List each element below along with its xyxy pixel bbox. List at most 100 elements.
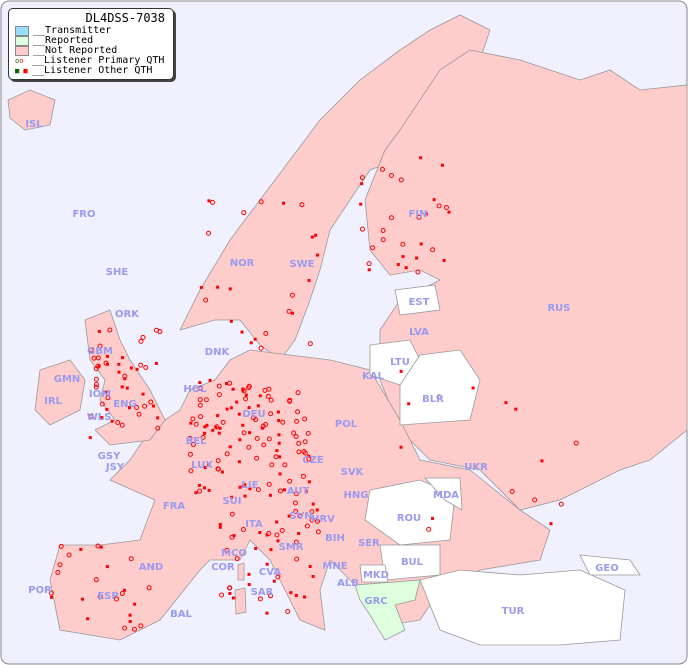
listener-primary-marker <box>268 397 274 403</box>
country-label-gsy: GSY <box>98 451 121 462</box>
listener-other-marker <box>211 428 215 432</box>
listener-other-marker <box>419 242 423 246</box>
listener-other-marker <box>308 565 312 568</box>
legend-other-qth: ■ ■ __Listener Other QTH <box>15 65 153 76</box>
listener-primary-marker <box>379 166 385 172</box>
country-label-cor: COR <box>211 562 235 573</box>
country-label-rus: RUS <box>547 303 570 314</box>
listener-other-marker <box>238 438 242 442</box>
listener-primary-marker <box>134 404 140 410</box>
listener-other-marker <box>224 382 228 386</box>
listener-primary-marker <box>287 398 293 404</box>
listener-other-marker <box>151 404 155 408</box>
listener-other-marker <box>282 488 286 492</box>
listener-primary-marker <box>203 397 209 403</box>
listener-primary-marker <box>146 585 152 591</box>
listener-primary-marker <box>269 462 275 468</box>
listener-primary-marker <box>97 594 103 600</box>
listener-primary-marker <box>119 422 125 428</box>
listener-other-marker <box>99 545 103 549</box>
listener-other-marker <box>229 319 233 323</box>
listener-other-marker <box>247 406 251 410</box>
country-label-grc: GRC <box>364 596 387 607</box>
country-blr <box>399 349 481 426</box>
listener-primary-marker <box>66 552 72 558</box>
listener-other-marker <box>540 459 544 463</box>
country-label-smr: SMR <box>279 542 304 553</box>
legend-primary-qth: oo __Listener Primary QTH <box>15 55 165 66</box>
land-sardinia <box>234 587 247 615</box>
listener-primary-marker <box>258 345 264 351</box>
listener-primary-marker <box>436 394 442 400</box>
listener-primary-marker <box>314 518 320 524</box>
listener-other-marker <box>105 565 109 569</box>
listener-primary-marker <box>193 421 199 427</box>
listener-other-marker <box>237 460 241 464</box>
listener-other-marker <box>105 407 109 411</box>
listener-primary-marker <box>297 513 303 519</box>
listener-primary-marker <box>265 393 271 399</box>
country-label-ork: ORK <box>115 309 140 320</box>
legend-reported: __Reported <box>9 36 173 46</box>
listener-primary-marker <box>309 509 315 515</box>
listener-other-marker <box>549 522 553 526</box>
listener-primary-marker <box>155 425 161 431</box>
country-label-kal: KAL <box>362 371 384 382</box>
listener-primary-marker <box>188 468 194 474</box>
listener-other-marker <box>241 423 245 427</box>
listener-other-marker <box>287 514 291 518</box>
listener-other-marker <box>194 491 198 495</box>
listener-primary-marker <box>388 215 394 221</box>
listener-other-marker <box>207 488 211 492</box>
listener-other-marker <box>275 520 279 524</box>
country-label-ser: SER <box>358 538 380 549</box>
land-ireland <box>34 359 86 426</box>
listener-other-marker <box>277 441 281 445</box>
listener-other-marker <box>128 613 132 617</box>
listener-primary-marker <box>224 451 230 457</box>
country-label-wls: WLS <box>87 412 112 423</box>
listener-primary-marker <box>282 462 288 468</box>
listener-primary-marker <box>143 365 149 371</box>
listener-primary-marker <box>301 448 307 454</box>
listener-primary-marker <box>229 511 235 517</box>
listener-other-marker <box>203 465 207 469</box>
listener-primary-marker <box>197 385 203 391</box>
country-label-pol: POL <box>335 419 358 430</box>
country-label-rou: ROU <box>397 513 421 524</box>
listener-primary-marker <box>113 596 119 602</box>
listener-primary-marker <box>293 539 299 545</box>
listener-other-marker <box>100 416 104 420</box>
listener-primary-marker <box>93 381 99 387</box>
listener-primary-marker <box>122 625 128 631</box>
listener-primary-marker <box>216 392 222 398</box>
listener-primary-marker <box>266 436 272 442</box>
listener-primary-marker <box>107 327 113 333</box>
listener-other-marker <box>104 390 108 394</box>
listener-primary-marker <box>128 556 134 562</box>
listener-other-marker <box>218 426 222 430</box>
listener-other-marker <box>117 362 121 366</box>
listener-other-marker <box>97 364 101 368</box>
listener-primary-marker <box>305 430 311 436</box>
listener-primary-marker <box>307 341 313 347</box>
listener-other-marker <box>105 362 109 366</box>
listener-primary-marker <box>254 455 260 461</box>
listener-primary-marker <box>203 297 209 303</box>
listener-other-marker <box>110 419 114 423</box>
listener-other-marker <box>401 255 405 259</box>
country-label-mda: MDA <box>433 490 459 501</box>
listener-other-marker <box>235 400 239 404</box>
country-label-dnk: DNK <box>205 347 231 358</box>
listener-primary-marker <box>263 421 269 427</box>
listener-primary-marker <box>293 508 299 514</box>
listener-other-marker <box>97 329 101 333</box>
listener-other-marker <box>133 602 137 606</box>
country-label-gbm: GBM <box>87 346 113 357</box>
country-label-mne: MNE <box>322 561 347 572</box>
country-label-hol: HOL <box>183 384 207 395</box>
listener-primary-marker <box>293 491 299 497</box>
listener-other-marker <box>407 402 411 406</box>
listener-primary-marker <box>266 531 272 537</box>
